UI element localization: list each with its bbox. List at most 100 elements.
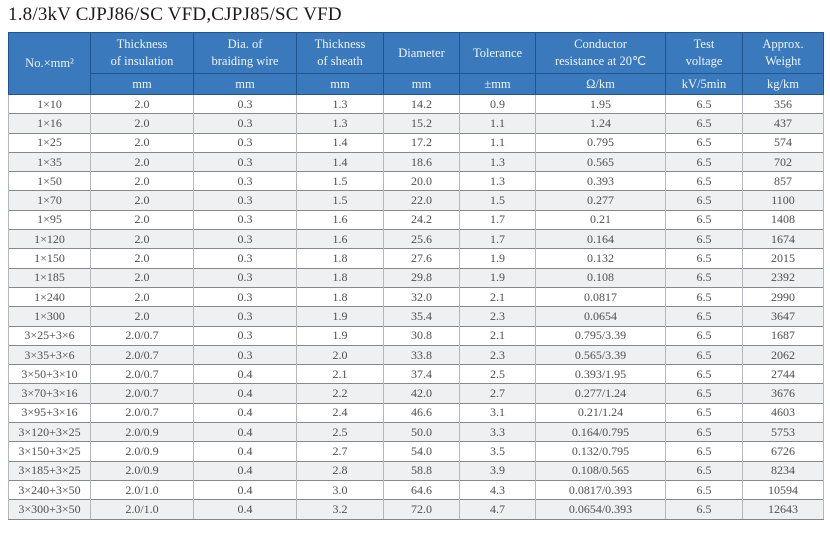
row-spec-label: 3×50+3×10 <box>8 364 91 384</box>
table-cell: 2.7 <box>296 441 384 462</box>
table-cell: 72.0 <box>383 499 460 520</box>
table-cell: 0.277/1.24 <box>535 383 666 404</box>
table-cell: 0.164/0.795 <box>535 422 666 442</box>
column-header-weight: Approx. Weight <box>742 32 824 74</box>
table-cell: 0.4 <box>193 441 297 462</box>
table-cell: 0.9 <box>459 93 536 114</box>
table-row: 3×25+3×6 2.0/0.7 0.3 1.9 30.8 2.1 0.795/3.39 6.… <box>8 325 824 346</box>
table-cell: 0.3 <box>193 325 297 346</box>
column-header-sheath: Thickness of sheath <box>296 32 384 74</box>
table-cell: 1.8 <box>296 267 384 288</box>
table-cell: 1687 <box>742 325 824 346</box>
table-cell: 1.9 <box>296 306 384 327</box>
table-cell: 6.5 <box>665 402 743 423</box>
table-cell: 30.8 <box>383 325 460 346</box>
table-cell: 0.277 <box>535 190 666 211</box>
table-cell: 2.0 <box>90 306 194 327</box>
table-cell: 6.5 <box>665 306 743 327</box>
table-cell: 42.0 <box>383 383 460 404</box>
header-row-units: mm mm mm mm ±mm Ω/km kV/5min kg/km <box>9 73 824 95</box>
table-cell: 1.8 <box>296 248 384 269</box>
table-cell: 0.4 <box>193 383 297 404</box>
row-spec-label: 1×35 <box>8 151 91 172</box>
table-cell: 2.0/1.0 <box>90 499 194 520</box>
table-cell: 6.5 <box>665 479 743 500</box>
table-cell: 1.7 <box>459 209 536 230</box>
table-cell: 14.2 <box>383 93 460 114</box>
header-row-labels: No.×mm² Thickness of insulation Dia. of … <box>8 32 824 95</box>
column-header-braiding: Dia. of braiding wire <box>193 32 297 74</box>
unit-sheath: mm <box>296 73 384 95</box>
table-cell: 2.1 <box>459 286 536 307</box>
table-cell: 1.6 <box>296 229 384 249</box>
table-cell: 1100 <box>742 190 824 211</box>
table-row: 1×185 2.0 0.3 1.8 29.8 1.9 0.108 6.5 2392 <box>8 267 824 288</box>
table-cell: 6.5 <box>665 113 743 134</box>
table-row: 3×240+3×50 2.0/1.0 0.4 3.0 64.6 4.3 0.0817/0.3… <box>8 479 824 500</box>
row-spec-label: 1×240 <box>8 286 91 307</box>
table-row: 1×150 2.0 0.3 1.8 27.6 1.9 0.132 6.5 2015 <box>8 248 824 269</box>
table-cell: 1.95 <box>535 93 666 114</box>
table-cell: 2.0 <box>90 267 194 288</box>
table-cell: 0.164 <box>535 229 666 249</box>
table-cell: 0.132 <box>535 248 666 269</box>
table-cell: 702 <box>742 151 824 172</box>
table-cell: 6726 <box>742 441 824 462</box>
unit-braiding: mm <box>193 73 297 95</box>
table-cell: 0.21/1.24 <box>535 402 666 423</box>
table-cell: 2.0/0.7 <box>90 325 194 346</box>
table-cell: 0.21 <box>535 209 666 230</box>
row-spec-label: 3×70+3×16 <box>8 383 91 404</box>
table-cell: 33.8 <box>383 344 460 365</box>
table-cell: 6.5 <box>665 364 743 384</box>
table-cell: 6.5 <box>665 422 743 442</box>
table-cell: 3.5 <box>459 441 536 462</box>
table-cell: 0.4 <box>193 499 297 520</box>
table-row: 1×70 2.0 0.3 1.5 22.0 1.5 0.277 6.5 1100 <box>8 190 824 211</box>
row-spec-label: 3×150+3×25 <box>8 441 91 462</box>
table-cell: 1.9 <box>459 248 536 269</box>
unit-test-voltage: kV/5min <box>665 73 743 95</box>
table-cell: 6.5 <box>665 229 743 249</box>
table-cell: 0.795/3.39 <box>535 325 666 346</box>
table-cell: 0.3 <box>193 286 297 307</box>
table-cell: 6.5 <box>665 325 743 346</box>
table-cell: 37.4 <box>383 364 460 384</box>
table-cell: 18.6 <box>383 151 460 172</box>
table-cell: 2.0/0.9 <box>90 441 194 462</box>
table-cell: 1674 <box>742 229 824 249</box>
table-cell: 2.0 <box>90 190 194 211</box>
column-header-test-voltage: Test voltage <box>665 32 743 74</box>
column-header-diameter: Diameter <box>383 32 460 74</box>
table-cell: 2.5 <box>459 364 536 384</box>
table-cell: 0.0654 <box>535 306 666 327</box>
table-cell: 3.0 <box>296 479 384 500</box>
table-cell: 6.5 <box>665 190 743 211</box>
table-row: 1×25 2.0 0.3 1.4 17.2 1.1 0.795 6.5 574 <box>8 132 824 153</box>
table-row: 1×35 2.0 0.3 1.4 18.6 1.3 0.565 6.5 702 <box>8 151 824 172</box>
row-spec-label: 3×25+3×6 <box>8 325 91 346</box>
table-cell: 0.393 <box>535 171 666 191</box>
table-cell: 1.6 <box>296 209 384 230</box>
row-spec-label: 1×70 <box>8 190 91 211</box>
table-cell: 6.5 <box>665 267 743 288</box>
table-cell: 0.4 <box>193 479 297 500</box>
table-cell: 3676 <box>742 383 824 404</box>
table-cell: 0.3 <box>193 306 297 327</box>
table-row: 3×150+3×25 2.0/0.9 0.4 2.7 54.0 3.5 0.132/0.79… <box>8 441 824 462</box>
row-spec-label: 3×95+3×16 <box>8 402 91 423</box>
cable-spec-table: No.×mm² Thickness of insulation Dia. of … <box>8 32 824 520</box>
table-cell: 2.5 <box>296 422 384 442</box>
page-title: 1.8/3kV CJPJ86/SC VFD,CJPJ85/SC VFD <box>8 4 342 25</box>
table-cell: 2062 <box>742 344 824 365</box>
row-spec-label: 3×300+3×50 <box>8 499 91 520</box>
table-row: 1×50 2.0 0.3 1.5 20.0 1.3 0.393 6.5 857 <box>8 171 824 191</box>
table-cell: 2.0 <box>296 344 384 365</box>
unit-resistance: Ω/km <box>535 73 666 95</box>
table-cell: 2.1 <box>296 364 384 384</box>
table-row: 3×185+3×25 2.0/0.9 0.4 2.8 58.8 3.9 0.108/0.56… <box>8 460 824 481</box>
table-cell: 2015 <box>742 248 824 269</box>
table-cell: 1.1 <box>459 113 536 134</box>
table-cell: 0.132/0.795 <box>535 441 666 462</box>
table-cell: 50.0 <box>383 422 460 442</box>
